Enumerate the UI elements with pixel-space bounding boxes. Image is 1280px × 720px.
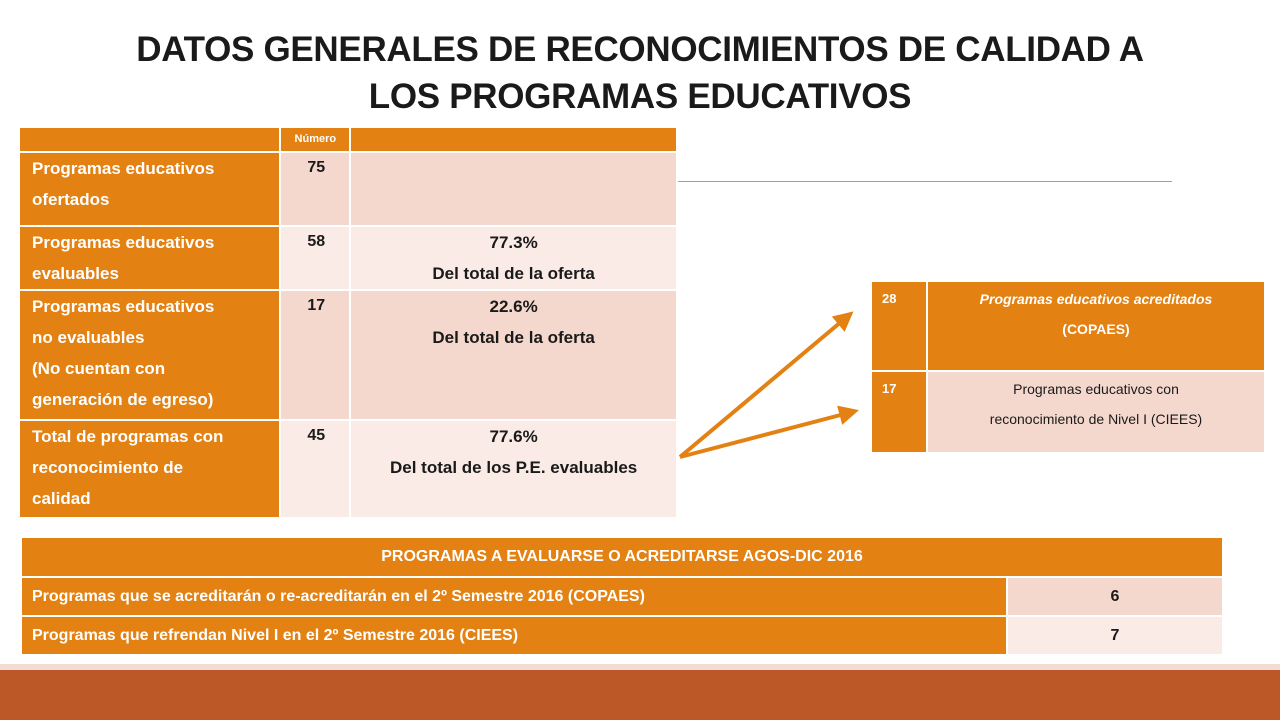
slide-title-line-2: LOS PROGRAMAS EDUCATIVOS bbox=[368, 77, 912, 116]
ciees-text-line-2: reconocimiento de Nivel I (CIEES) bbox=[989, 411, 1203, 427]
accredited-text: Programas educativos acreditados (COPAES… bbox=[928, 282, 1266, 372]
recognition-breakdown-table: 28 Programas educativos acreditados (COP… bbox=[872, 282, 1266, 454]
row-number: 58 bbox=[281, 227, 352, 291]
accredited-text-line-1: Programas educativos acreditados bbox=[979, 291, 1213, 307]
row-label-line: Programas educativos bbox=[32, 233, 215, 252]
row-label: Programas educativos ofertados bbox=[20, 153, 282, 227]
row-label-line: (No cuentan con bbox=[32, 359, 166, 378]
arrow-to-accredited bbox=[678, 311, 854, 459]
schedule-table-title: PROGRAMAS A EVALUARSE O ACREDITARSE AGOS… bbox=[22, 538, 1222, 578]
header-empty-cell bbox=[351, 128, 678, 153]
row-number: 45 bbox=[281, 421, 352, 519]
row-label-line: evaluables bbox=[32, 264, 119, 283]
row-label-line: no evaluables bbox=[32, 328, 145, 347]
row-label-line: ofertados bbox=[32, 190, 110, 209]
row-number: 17 bbox=[281, 291, 352, 421]
table-row-accredited: 28 Programas educativos acreditados (COP… bbox=[872, 282, 1266, 372]
summary-table-header: Número bbox=[20, 128, 678, 153]
footer-bar bbox=[0, 670, 1280, 720]
row-label: Programas educativos no evaluables (No c… bbox=[20, 291, 282, 421]
row-number: 75 bbox=[281, 153, 352, 227]
divider-line bbox=[678, 181, 1172, 182]
row-percent-cell bbox=[351, 153, 678, 227]
ciees-text: Programas educativos con reconocimiento … bbox=[928, 372, 1266, 454]
row-percent-cell: 77.6% Del total de los P.E. evaluables bbox=[351, 421, 678, 519]
summary-table: Número Programas educativos ofertados 75… bbox=[20, 128, 678, 519]
row-label-line: generación de egreso) bbox=[32, 390, 214, 409]
footer-accent-line bbox=[0, 664, 1280, 670]
ciees-count: 17 bbox=[872, 372, 928, 454]
table-row-not-evaluable: Programas educativos no evaluables (No c… bbox=[20, 291, 678, 421]
table-row-copaes: Programas que se acreditarán o re-acredi… bbox=[22, 578, 1222, 617]
table-row-evaluable: Programas educativos evaluables 58 77.3%… bbox=[20, 227, 678, 291]
table-row-ciees: 17 Programas educativos con reconocimien… bbox=[872, 372, 1266, 454]
schedule-row-label: Programas que refrendan Nivel I en el 2º… bbox=[22, 617, 1008, 656]
row-label-line: reconocimiento de bbox=[32, 458, 184, 477]
slide-title: DATOS GENERALES DE RECONOCIMIENTOS DE CA… bbox=[0, 26, 1280, 120]
row-label-line: calidad bbox=[32, 489, 91, 508]
accredited-count: 28 bbox=[872, 282, 928, 372]
slide-title-line-1: DATOS GENERALES DE RECONOCIMIENTOS DE CA… bbox=[136, 30, 1144, 69]
row-percent: 22.6% bbox=[489, 297, 538, 316]
row-label: Total de programas con reconocimiento de… bbox=[20, 421, 282, 519]
row-percent-cell: 77.3% Del total de la oferta bbox=[351, 227, 678, 291]
schedule-row-value: 7 bbox=[1008, 617, 1222, 656]
row-percent: 77.6% bbox=[489, 427, 538, 446]
row-percent-note: Del total de la oferta bbox=[432, 264, 595, 283]
table-row-offered: Programas educativos ofertados 75 bbox=[20, 153, 678, 227]
schedule-row-value: 6 bbox=[1008, 578, 1222, 617]
row-label-line: Programas educativos bbox=[32, 159, 215, 178]
row-label-line: Total de programas con bbox=[32, 427, 224, 446]
header-empty-cell bbox=[20, 128, 282, 153]
table-row-quality-total: Total de programas con reconocimiento de… bbox=[20, 421, 678, 519]
row-label-line: Programas educativos bbox=[32, 297, 215, 316]
schedule-row-label: Programas que se acreditarán o re-acredi… bbox=[22, 578, 1008, 617]
row-label: Programas educativos evaluables bbox=[20, 227, 282, 291]
schedule-table-header: PROGRAMAS A EVALUARSE O ACREDITARSE AGOS… bbox=[22, 538, 1222, 578]
row-percent-note: Del total de la oferta bbox=[432, 328, 595, 347]
ciees-text-line-1: Programas educativos con bbox=[1013, 381, 1179, 397]
table-row-ciees-renewal: Programas que refrendan Nivel I en el 2º… bbox=[22, 617, 1222, 656]
row-percent: 77.3% bbox=[489, 233, 538, 252]
row-percent-note: Del total de los P.E. evaluables bbox=[390, 458, 638, 477]
row-percent-cell: 22.6% Del total de la oferta bbox=[351, 291, 678, 421]
header-number-label: Número bbox=[281, 128, 352, 153]
arrow-to-ciees bbox=[679, 405, 859, 459]
accredited-text-line-2: (COPAES) bbox=[1062, 321, 1130, 337]
evaluation-schedule-table: PROGRAMAS A EVALUARSE O ACREDITARSE AGOS… bbox=[22, 538, 1222, 656]
